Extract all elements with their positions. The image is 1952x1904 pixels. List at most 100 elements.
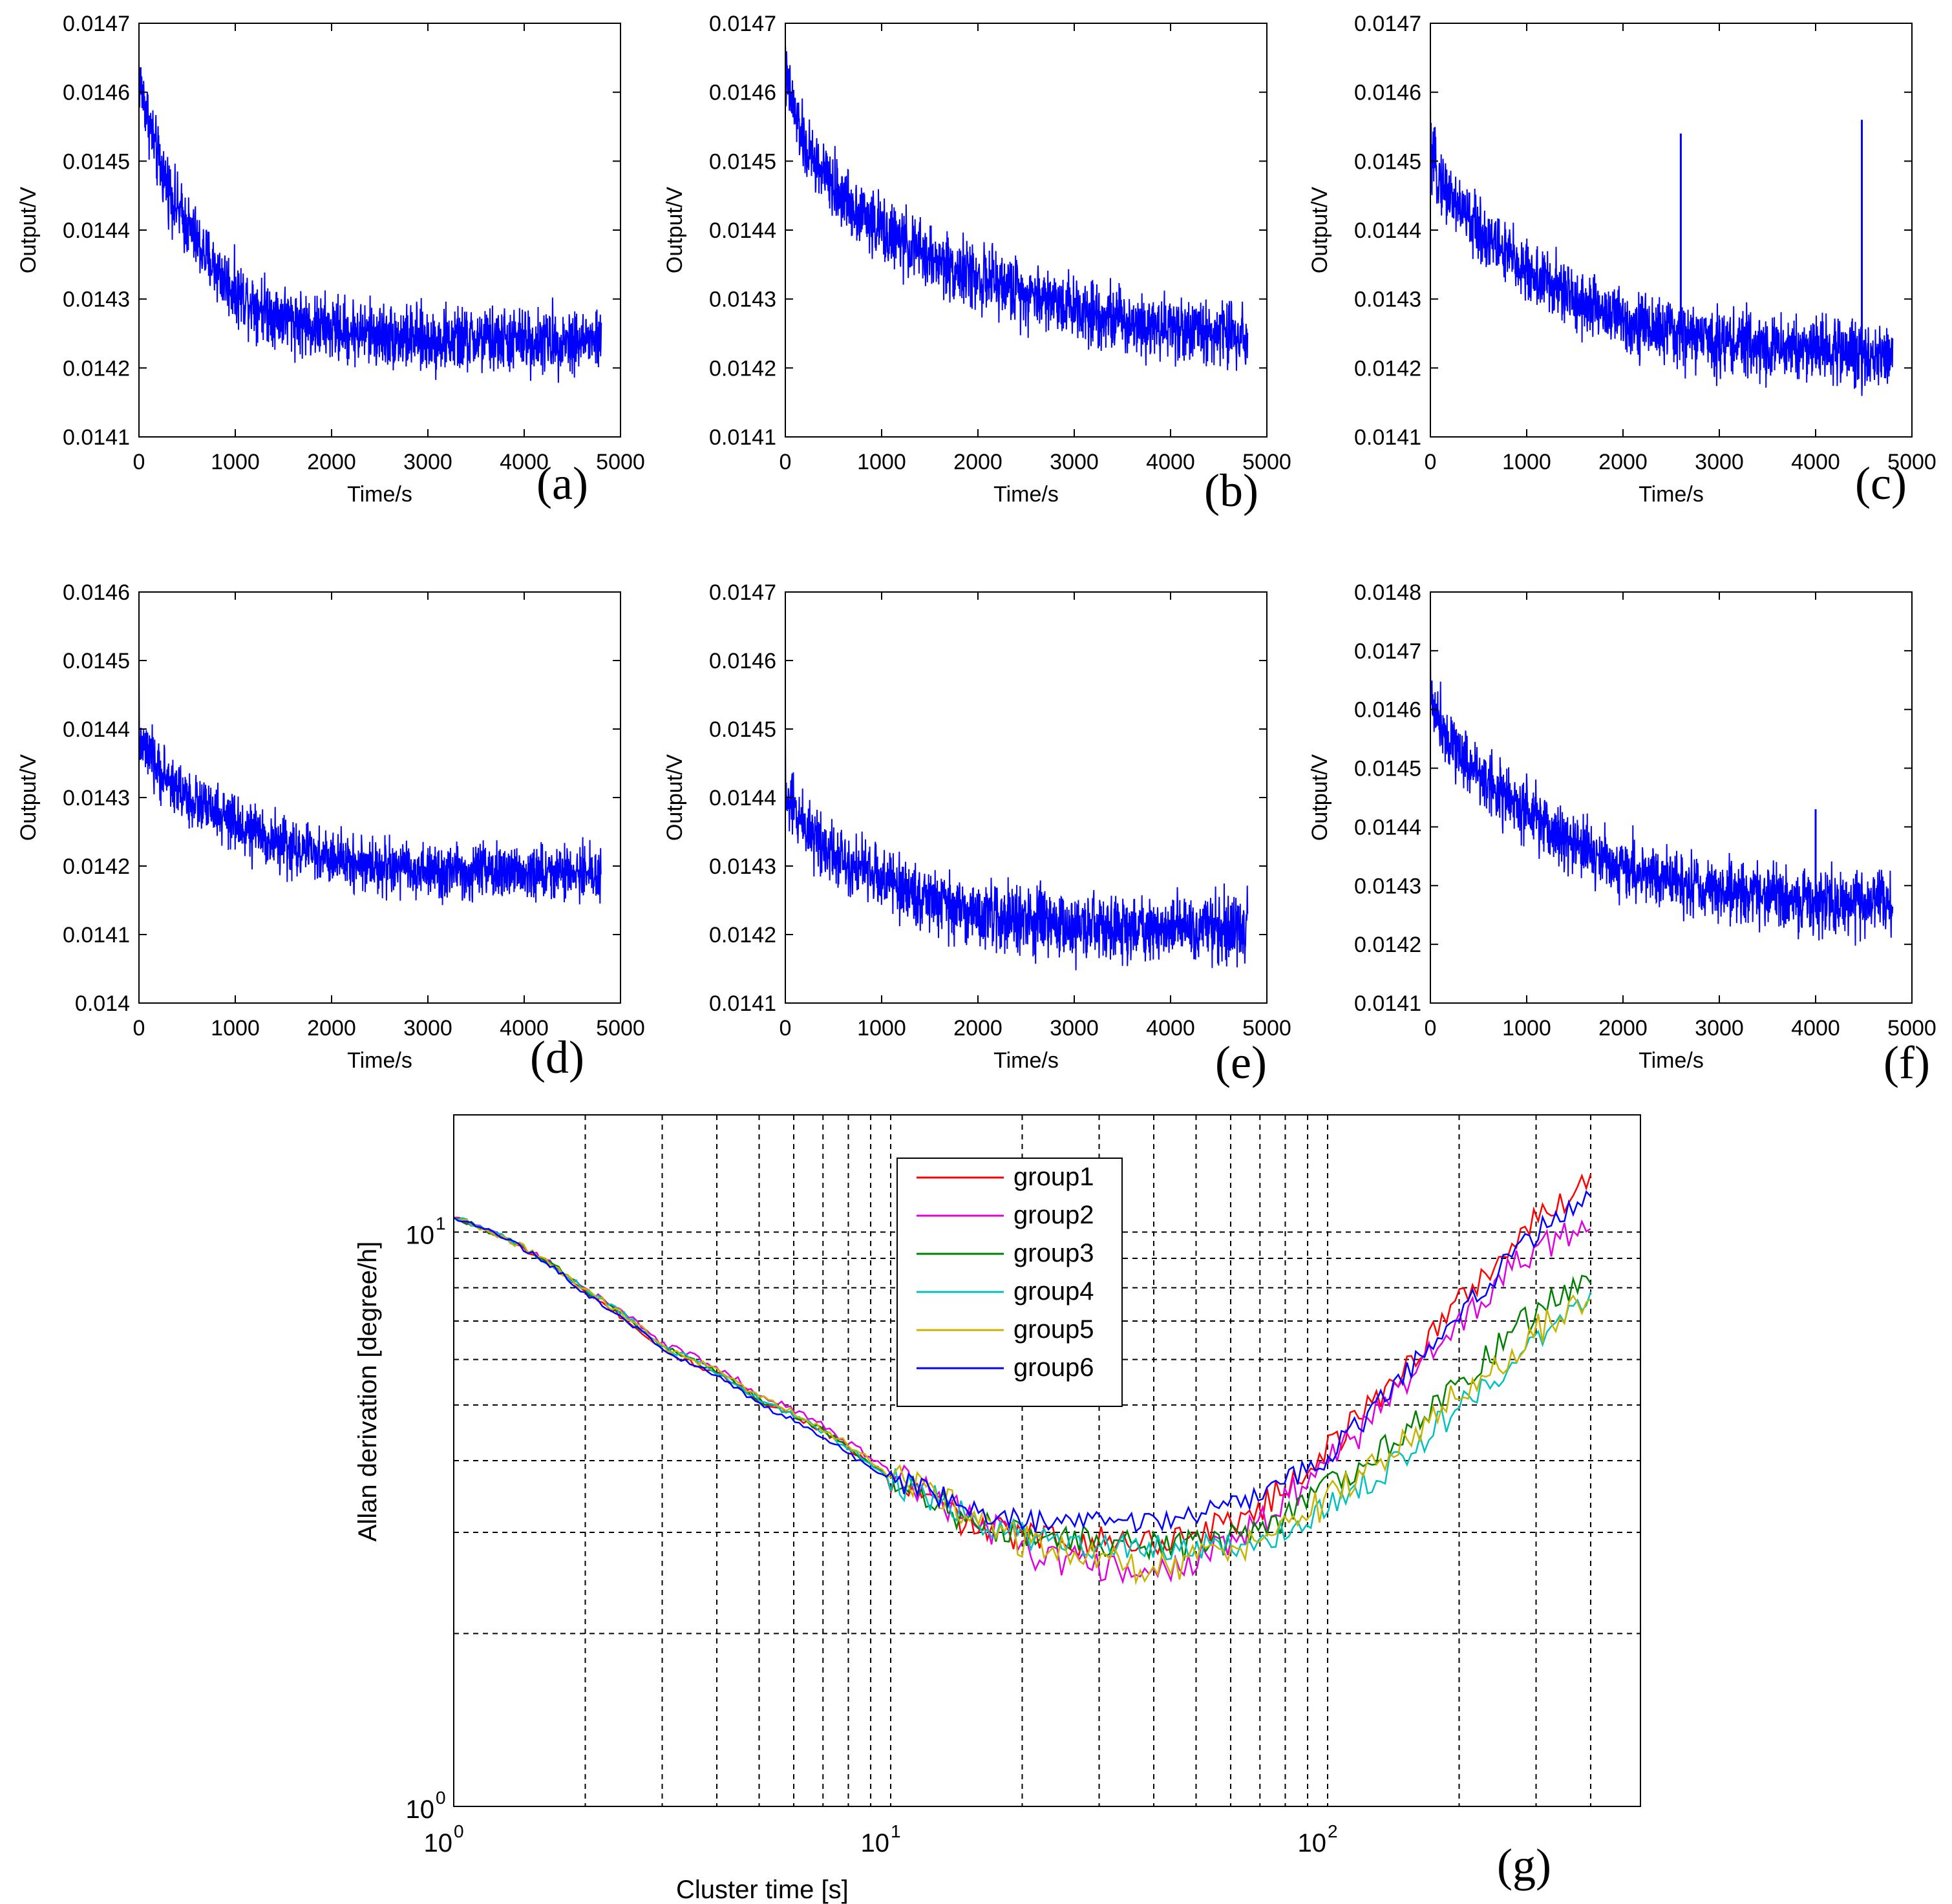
y-axis-label: Output/V [16, 187, 41, 274]
y-tick-label: 0.0147 [709, 12, 776, 36]
panel-label: (a) [536, 458, 588, 509]
x-tick-label: 4000 [1791, 1016, 1840, 1041]
y-tick-label: 0.0141 [709, 991, 776, 1016]
panel-f: 0 1000 2000 3000 4000 5000 0.0141 0.0142 0.0143 0… [1308, 580, 1936, 1088]
y-tick-label: 0.014 [75, 991, 130, 1016]
y-tick-label: 0.0141 [1354, 425, 1421, 450]
series-group6 [453, 1190, 1591, 1533]
panel-a: 0 1000 2000 3000 4000 5000 0.0141 0.0142 0.0143 0… [16, 12, 645, 509]
x-tick-label: 3000 [403, 450, 452, 474]
x-tick-label: 5000 [596, 450, 645, 474]
y-tick-label-base: 10 [406, 1795, 435, 1824]
x-tick-label: 1000 [1502, 450, 1551, 474]
y-tick-label: 0.0141 [63, 923, 130, 947]
trace-c [1430, 92, 1894, 396]
y-tick-label: 0.0142 [63, 356, 130, 381]
y-tick-label: 0.0146 [63, 580, 130, 605]
y-tick-label: 0.0143 [709, 288, 776, 312]
x-tick-label: 1000 [857, 450, 906, 474]
x-tick-label: 4000 [1146, 1016, 1195, 1041]
x-axis-label: Time/s [1639, 482, 1704, 507]
y-tick-label: 0.0146 [63, 81, 130, 105]
y-tick-label: 0.0146 [709, 649, 776, 673]
x-axis-label: Time/s [1639, 1048, 1704, 1073]
x-tick-label: 3000 [1695, 450, 1744, 474]
x-tick-label-base: 10 [424, 1829, 453, 1857]
y-tick-label: 0.0145 [709, 717, 776, 742]
y-tick-label: 0.0146 [1354, 81, 1421, 105]
y-axis-label: Output/V [1308, 187, 1332, 274]
panel-label: (e) [1215, 1037, 1267, 1088]
x-tick-label-exponent: 0 [454, 1821, 464, 1841]
trace-b [785, 43, 1249, 371]
x-tick-label: 3000 [403, 1016, 452, 1041]
y-tick-label: 0.0143 [709, 854, 776, 879]
x-tick-label: 3000 [1050, 1016, 1099, 1041]
x-tick-label: 5000 [1887, 450, 1936, 474]
x-tick-label-exponent: 1 [891, 1821, 901, 1841]
y-tick-label: 0.0147 [1354, 639, 1421, 664]
y-tick-label: 0.0143 [63, 288, 130, 312]
y-axis-label: Allan derivation [degree/h] [354, 1242, 382, 1542]
x-tick-label: 4000 [1791, 450, 1840, 474]
legend-entry: group1 [1013, 1163, 1094, 1191]
x-tick-label: 0 [1425, 450, 1437, 474]
axes-frame-f [1430, 591, 1913, 1004]
panel-e: 0 1000 2000 3000 4000 5000 0.0141 0.0142 0.0143 0… [663, 580, 1291, 1088]
x-axis-label: Cluster time [s] [676, 1876, 849, 1904]
y-axis-label: Output/V [1308, 754, 1332, 841]
x-tick-label: 0 [1425, 1016, 1437, 1041]
legend-entry: group3 [1013, 1239, 1094, 1267]
y-tick-label: 0.0146 [709, 81, 776, 105]
x-tick-label: 4000 [500, 1016, 549, 1041]
y-tick-label-exponent: 1 [436, 1213, 446, 1233]
x-tick-label-base: 10 [860, 1829, 889, 1857]
legend-entry: group2 [1013, 1201, 1094, 1229]
x-tick-label: 0 [780, 1016, 792, 1041]
y-tick-label: 0.0144 [63, 218, 130, 243]
legend-entry: group4 [1013, 1277, 1094, 1306]
trace-d [138, 653, 602, 905]
y-axis-label: Output/V [663, 754, 687, 841]
legend-entry: group5 [1013, 1315, 1094, 1344]
legend-entry: group6 [1013, 1353, 1094, 1382]
y-tick-label: 0.0143 [1354, 288, 1421, 312]
y-tick-label: 0.0141 [1354, 991, 1421, 1016]
x-tick-label: 2000 [953, 1016, 1003, 1041]
x-tick-label-base: 10 [1297, 1829, 1326, 1857]
y-tick-label: 0.0144 [1354, 218, 1421, 243]
x-tick-label: 4000 [500, 450, 549, 474]
x-tick-label: 0 [133, 1016, 145, 1041]
y-tick-label: 0.0142 [1354, 933, 1421, 957]
y-tick-label: 0.0145 [709, 149, 776, 174]
panel-label: (g) [1497, 1839, 1551, 1891]
x-tick-label: 5000 [1887, 1016, 1936, 1041]
y-tick-label: 0.0147 [1354, 12, 1421, 36]
axes-frame-g [453, 1114, 1641, 1807]
y-tick-label: 0.0143 [63, 786, 130, 810]
panel-label: (b) [1204, 465, 1258, 516]
x-tick-label: 5000 [1242, 1016, 1291, 1041]
y-tick-label: 0.0145 [1354, 757, 1421, 781]
y-tick-label: 0.0143 [1354, 874, 1421, 898]
y-tick-label: 0.0142 [1354, 356, 1421, 381]
x-tick-label: 1000 [211, 450, 260, 474]
trace-e [785, 728, 1249, 971]
panel-label: (c) [1855, 458, 1907, 509]
panel-d: 0 1000 2000 3000 4000 5000 0.014 0.0141 0.0142 0.… [16, 580, 645, 1083]
x-axis-label: Time/s [993, 482, 1059, 507]
x-tick-label: 1000 [1502, 1016, 1551, 1041]
x-tick-label: 5000 [596, 1016, 645, 1041]
x-tick-label: 1000 [857, 1016, 906, 1041]
x-tick-label: 3000 [1695, 1016, 1744, 1041]
y-tick-label: 0.0145 [1354, 149, 1421, 174]
y-tick-label: 0.0144 [709, 786, 776, 810]
series-group5 [453, 1216, 1591, 1586]
x-tick-label: 5000 [1242, 450, 1291, 474]
y-tick-label: 0.0142 [63, 854, 130, 879]
x-tick-label: 3000 [1050, 450, 1099, 474]
panel-c: 0 1000 2000 3000 4000 5000 0.0141 0.0142 0.0143 0… [1308, 12, 1936, 509]
x-tick-label: 2000 [307, 1016, 356, 1041]
legend: group1 group2 group3 group4 group5 group6 [896, 1158, 1123, 1407]
